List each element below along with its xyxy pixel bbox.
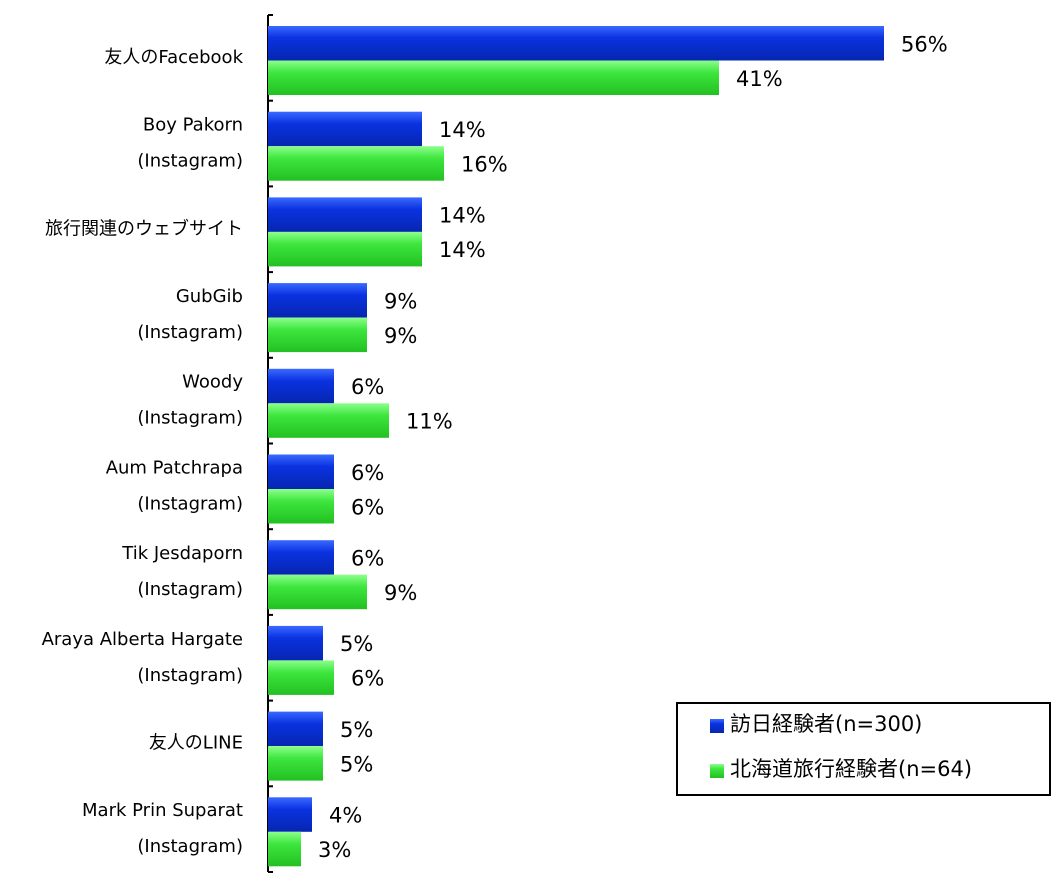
category-label: Aum Patchrapa: [106, 457, 243, 478]
bar: [268, 711, 323, 747]
value-label: 5%: [340, 752, 373, 776]
value-label: 5%: [340, 718, 373, 742]
bar: [268, 489, 334, 524]
value-label: 41%: [736, 67, 783, 91]
legend-box: [676, 702, 1051, 796]
value-label: 6%: [351, 546, 384, 570]
bar: [268, 146, 444, 181]
value-label: 3%: [318, 838, 351, 862]
legend-label: 訪日経験者(n=300): [730, 712, 922, 736]
legend-swatch: [710, 719, 724, 733]
bar: [268, 317, 367, 353]
category-label: (Instagram): [137, 665, 243, 686]
bar: [268, 660, 334, 695]
category-label: (Instagram): [137, 836, 243, 857]
bar: [268, 403, 389, 438]
bar: [268, 231, 422, 267]
bar: [268, 625, 323, 661]
category-label: 友人のFacebook: [104, 47, 243, 68]
value-label: 11%: [406, 410, 453, 434]
value-label: 14%: [439, 204, 486, 228]
category-label: Mark Prin Suparat: [82, 800, 243, 821]
bar: [268, 454, 334, 489]
value-label: 6%: [351, 461, 384, 485]
value-label: 4%: [329, 804, 362, 828]
category-label: (Instagram): [137, 322, 243, 343]
value-label: 14%: [439, 118, 486, 142]
category-label: 友人のLINE: [149, 732, 243, 753]
bar: [268, 368, 334, 404]
value-label: 9%: [384, 581, 417, 605]
value-label: 14%: [439, 238, 486, 262]
value-label: 56%: [901, 32, 948, 56]
value-label: 6%: [351, 375, 384, 399]
bar: [268, 574, 367, 610]
category-label: (Instagram): [137, 493, 243, 514]
bar: [268, 540, 334, 575]
value-label: 5%: [340, 632, 373, 656]
bar: [268, 283, 367, 318]
value-label: 6%: [351, 667, 384, 691]
legend-label: 北海道旅行経験者(n=64): [730, 757, 972, 781]
category-label: (Instagram): [137, 151, 243, 172]
bar: [268, 26, 884, 61]
category-label: Araya Alberta Hargate: [42, 629, 243, 650]
bar: [268, 831, 301, 867]
legend-swatch: [710, 764, 724, 778]
bar: [268, 797, 312, 832]
value-label: 6%: [351, 495, 384, 519]
category-label: (Instagram): [137, 408, 243, 429]
value-label: 16%: [461, 152, 508, 176]
bar: [268, 60, 719, 95]
value-label: 9%: [384, 289, 417, 313]
bar: [268, 746, 323, 781]
category-label: GubGib: [176, 286, 243, 307]
bar: [268, 197, 422, 232]
category-label: Woody: [182, 372, 243, 393]
category-label: Tik Jesdaporn: [121, 543, 243, 564]
category-label: Boy Pakorn: [143, 115, 243, 136]
bar: [268, 111, 422, 147]
value-label: 9%: [384, 324, 417, 348]
category-label: 旅行関連のウェブサイト: [45, 217, 243, 239]
category-label: (Instagram): [137, 579, 243, 600]
